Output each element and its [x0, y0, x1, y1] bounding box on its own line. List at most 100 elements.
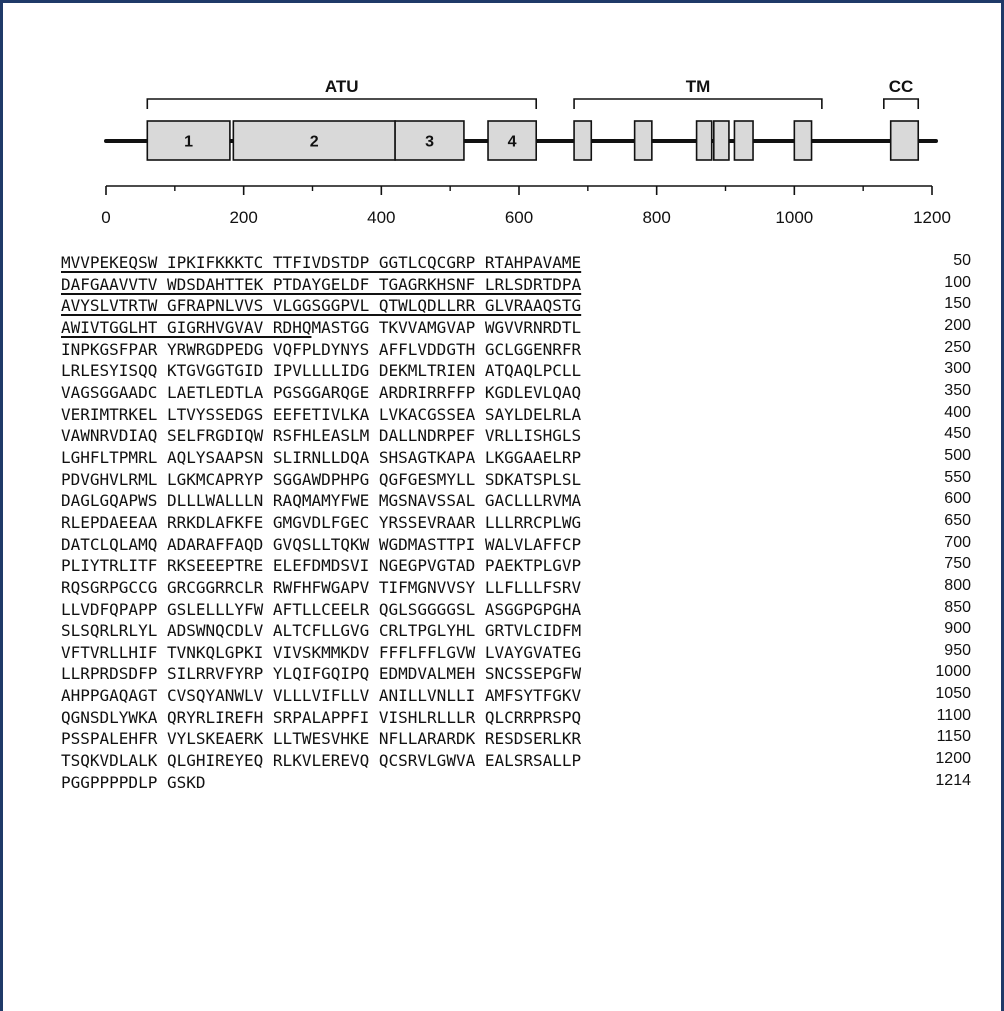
sequence-row: PLIYTRLITF RKSEEEPTRE ELEFDMDSVI NGEGPVG…: [61, 555, 971, 577]
axis-tick-label: 1000: [775, 208, 813, 227]
domain-label: 2: [310, 134, 319, 151]
residue-number: 900: [944, 620, 971, 638]
axis-tick-label: 600: [505, 208, 533, 227]
domain-box: [487, 120, 538, 161]
sequence-row: VERIMTRKEL LTVYSSEDGS EEFETIVLKA LVKACGS…: [61, 404, 971, 426]
domain-box: [793, 120, 813, 161]
sequence-row: LGHFLTPMRL AQLYSAAPSN SLIRNLLDQA SHSAGTK…: [61, 447, 971, 469]
domain-box: [733, 120, 754, 161]
region-label: TM: [686, 77, 711, 96]
region-label: CC: [889, 77, 914, 96]
residue-number: 800: [944, 576, 971, 594]
domain-label: 4: [508, 134, 517, 151]
sequence-text: INPKGSFPAR YRWRGDPEDG VQFPLDYNYS AFFLVDD…: [61, 339, 582, 359]
sequence-text: VERIMTRKEL LTVYSSEDGS EEFETIVLKA LVKACGS…: [61, 404, 582, 424]
sequence-row: INPKGSFPAR YRWRGDPEDG VQFPLDYNYS AFFLVDD…: [61, 339, 971, 361]
sequence-row: LRLESYISQQ KTGVGGTGID IPVLLLLIDG DEKMLTR…: [61, 360, 971, 382]
residue-number: 1000: [935, 663, 971, 681]
residue-number: 600: [944, 490, 971, 508]
region-label: ATU: [325, 77, 359, 96]
sequence-text: QGNSDLYWKA QRYRLIREFH SRPALAPPFI VISHLRL…: [61, 707, 582, 727]
axis-tick-label: 800: [642, 208, 670, 227]
sequence-text: VAWNRVDIAQ SELFRGDIQW RSFHLEASLM DALLNDR…: [61, 426, 582, 446]
sequence-row: VAWNRVDIAQ SELFRGDIQW RSFHLEASLM DALLNDR…: [61, 425, 971, 447]
sequence-row: AHPPGAQAGT CVSQYANWLV VLLLVIFLLV ANILLVN…: [61, 685, 971, 707]
sequence-row: DAFGAAVVTV WDSDAHTTEK PTDAYGELDF TGAGRKH…: [61, 274, 971, 296]
sequence-row: RLEPDAEEAA RRKDLAFKFE GMGVDLFGEC YRSSEVR…: [61, 512, 971, 534]
sequence-row: PSSPALEHFR VYLSKEAERK LLTWESVHKE NFLLARA…: [61, 728, 971, 750]
residue-number: 150: [944, 295, 971, 313]
residue-number: 650: [944, 511, 971, 529]
sequence-text: MVVPEKEQSW IPKIFKKKTC TTFIVDSTDP GGTLCQC…: [61, 253, 582, 272]
sequence-row: LLRPRDSDFP SILRRVFYRP YLQIFGQIPQ EDMDVAL…: [61, 663, 971, 685]
domain-label: 3: [425, 134, 434, 151]
protein-sequence: MVVPEKEQSW IPKIFKKKTC TTFIVDSTDP GGTLCQC…: [61, 252, 971, 793]
sequence-row: VFTVRLLHIF TVNKQLGPKI VIVSKMMKDV FFFLFFL…: [61, 642, 971, 664]
residue-number: 1214: [935, 771, 971, 789]
sequence-row: PDVGHVLRML LGKMCAPRYP SGGAWDPHPG QGFGESM…: [61, 469, 971, 491]
residue-number: 500: [944, 446, 971, 464]
domain-box: [146, 120, 231, 161]
domain-box: [394, 120, 465, 161]
sequence-text: PGGPPPPDLP GSKD: [61, 772, 206, 792]
residue-number: 1150: [936, 728, 971, 746]
residue-number: 1050: [935, 685, 971, 703]
sequence-text: DAGLGQAPWS DLLLWALLLN RAQMAMYFWE MGSNAVS…: [61, 491, 582, 511]
sequence-row: LLVDFQPAPP GSLELLLYFW AFTLLCEELR QGLSGGG…: [61, 599, 971, 621]
residue-number: 1200: [935, 750, 971, 768]
residue-number: 700: [944, 533, 971, 551]
sequence-text: VAGSGGAADC LAETLEDTLA PGSGGARQGE ARDRIRR…: [61, 382, 582, 402]
sequence-text: VFTVRLLHIF TVNKQLGPKI VIVSKMMKDV FFFLFFL…: [61, 642, 582, 662]
sequence-text: AHPPGAQAGT CVSQYANWLV VLLLVIFLLV ANILLVN…: [61, 686, 582, 706]
domain-box: [573, 120, 593, 161]
domain-box: [232, 120, 396, 161]
sequence-row: TSQKVDLALK QLGHIREYEQ RLKVLEREVQ QCSRVLG…: [61, 750, 971, 772]
sequence-text: AVYSLVTRTW GFRAPNLVVS VLGGSGGPVL QTWLQDL…: [61, 296, 582, 316]
sequence-text: LGHFLTPMRL AQLYSAAPSN SLIRNLLDQA SHSAGTK…: [61, 447, 582, 467]
residue-number: 550: [944, 468, 971, 486]
sequence-row: QGNSDLYWKA QRYRLIREFH SRPALAPPFI VISHLRL…: [61, 707, 971, 729]
sequence-row: SLSQRLRLYL ADSWNQCDLV ALTCFLLGVG CRLTPGL…: [61, 620, 971, 642]
residue-number: 200: [944, 316, 971, 334]
residue-number: 300: [944, 360, 971, 378]
region-bracket: [146, 98, 538, 109]
domain-box: [695, 120, 713, 161]
residue-number: 250: [944, 338, 971, 356]
sequence-text: LRLESYISQQ KTGVGGTGID IPVLLLLIDG DEKMLTR…: [61, 361, 582, 381]
residue-number: 950: [944, 641, 971, 659]
sequence-text: PDVGHVLRML LGKMCAPRYP SGGAWDPHPG QGFGESM…: [61, 469, 582, 489]
sequence-row: AWIVTGGLHT GIGRHVGVAV RDHQMASTGG TKVVAMG…: [61, 317, 971, 339]
region-bracket: [573, 98, 823, 109]
sequence-row: DATCLQLAMQ ADARAFFAQD GVQSLLTQKW WGDMAST…: [61, 534, 971, 556]
residue-number: 400: [944, 403, 971, 421]
sequence-row: DAGLGQAPWS DLLLWALLLN RAQMAMYFWE MGSNAVS…: [61, 490, 971, 512]
sequence-row: VAGSGGAADC LAETLEDTLA PGSGGARQGE ARDRIRR…: [61, 382, 971, 404]
sequence-text: RQSGRPGCCG GRCGGRRCLR RWFHFWGAPV TIFMGNV…: [61, 577, 582, 597]
sequence-text: PSSPALEHFR VYLSKEAERK LLTWESVHKE NFLLARA…: [61, 729, 582, 749]
domain-box: [889, 120, 920, 161]
sequence-text: SLSQRLRLYL ADSWNQCDLV ALTCFLLGVG CRLTPGL…: [61, 621, 582, 641]
sequence-row: RQSGRPGCCG GRCGGRRCLR RWFHFWGAPV TIFMGNV…: [61, 577, 971, 599]
domain-box: [633, 120, 653, 161]
residue-number: 50: [953, 252, 971, 269]
sequence-text: AWIVTGGLHT GIGRHVGVAV RDHQMASTGG TKVVAMG…: [61, 317, 582, 337]
sequence-text: PLIYTRLITF RKSEEEPTRE ELEFDMDSVI NGEGPVG…: [61, 556, 582, 576]
sequence-text: LLRPRDSDFP SILRRVFYRP YLQIFGQIPQ EDMDVAL…: [61, 664, 582, 684]
sequence-text: TSQKVDLALK QLGHIREYEQ RLKVLEREVQ QCSRVLG…: [61, 751, 582, 771]
domain-diagram: ATU TM CC 1 2 3 4 0 200 400 600 800 1000 1200: [101, 77, 951, 227]
sequence-text: RLEPDAEEAA RRKDLAFKFE GMGVDLFGEC YRSSEVR…: [61, 512, 582, 532]
axis-tick-label: 1200: [913, 208, 951, 227]
residue-number: 350: [944, 381, 971, 399]
residue-number: 450: [944, 425, 971, 443]
domain-box: [712, 120, 730, 161]
residue-number: 850: [944, 598, 971, 616]
axis-tick-label: 400: [367, 208, 395, 227]
residue-number: 1100: [936, 706, 971, 724]
residue-number: 750: [944, 555, 971, 573]
axis-tick-label: 200: [229, 208, 257, 227]
sequence-text: DATCLQLAMQ ADARAFFAQD GVQSLLTQKW WGDMAST…: [61, 534, 582, 554]
sequence-row: AVYSLVTRTW GFRAPNLVVS VLGGSGGPVL QTWLQDL…: [61, 295, 971, 317]
sequence-text: DAFGAAVVTV WDSDAHTTEK PTDAYGELDF TGAGRKH…: [61, 274, 582, 294]
region-bracket: [883, 98, 920, 109]
